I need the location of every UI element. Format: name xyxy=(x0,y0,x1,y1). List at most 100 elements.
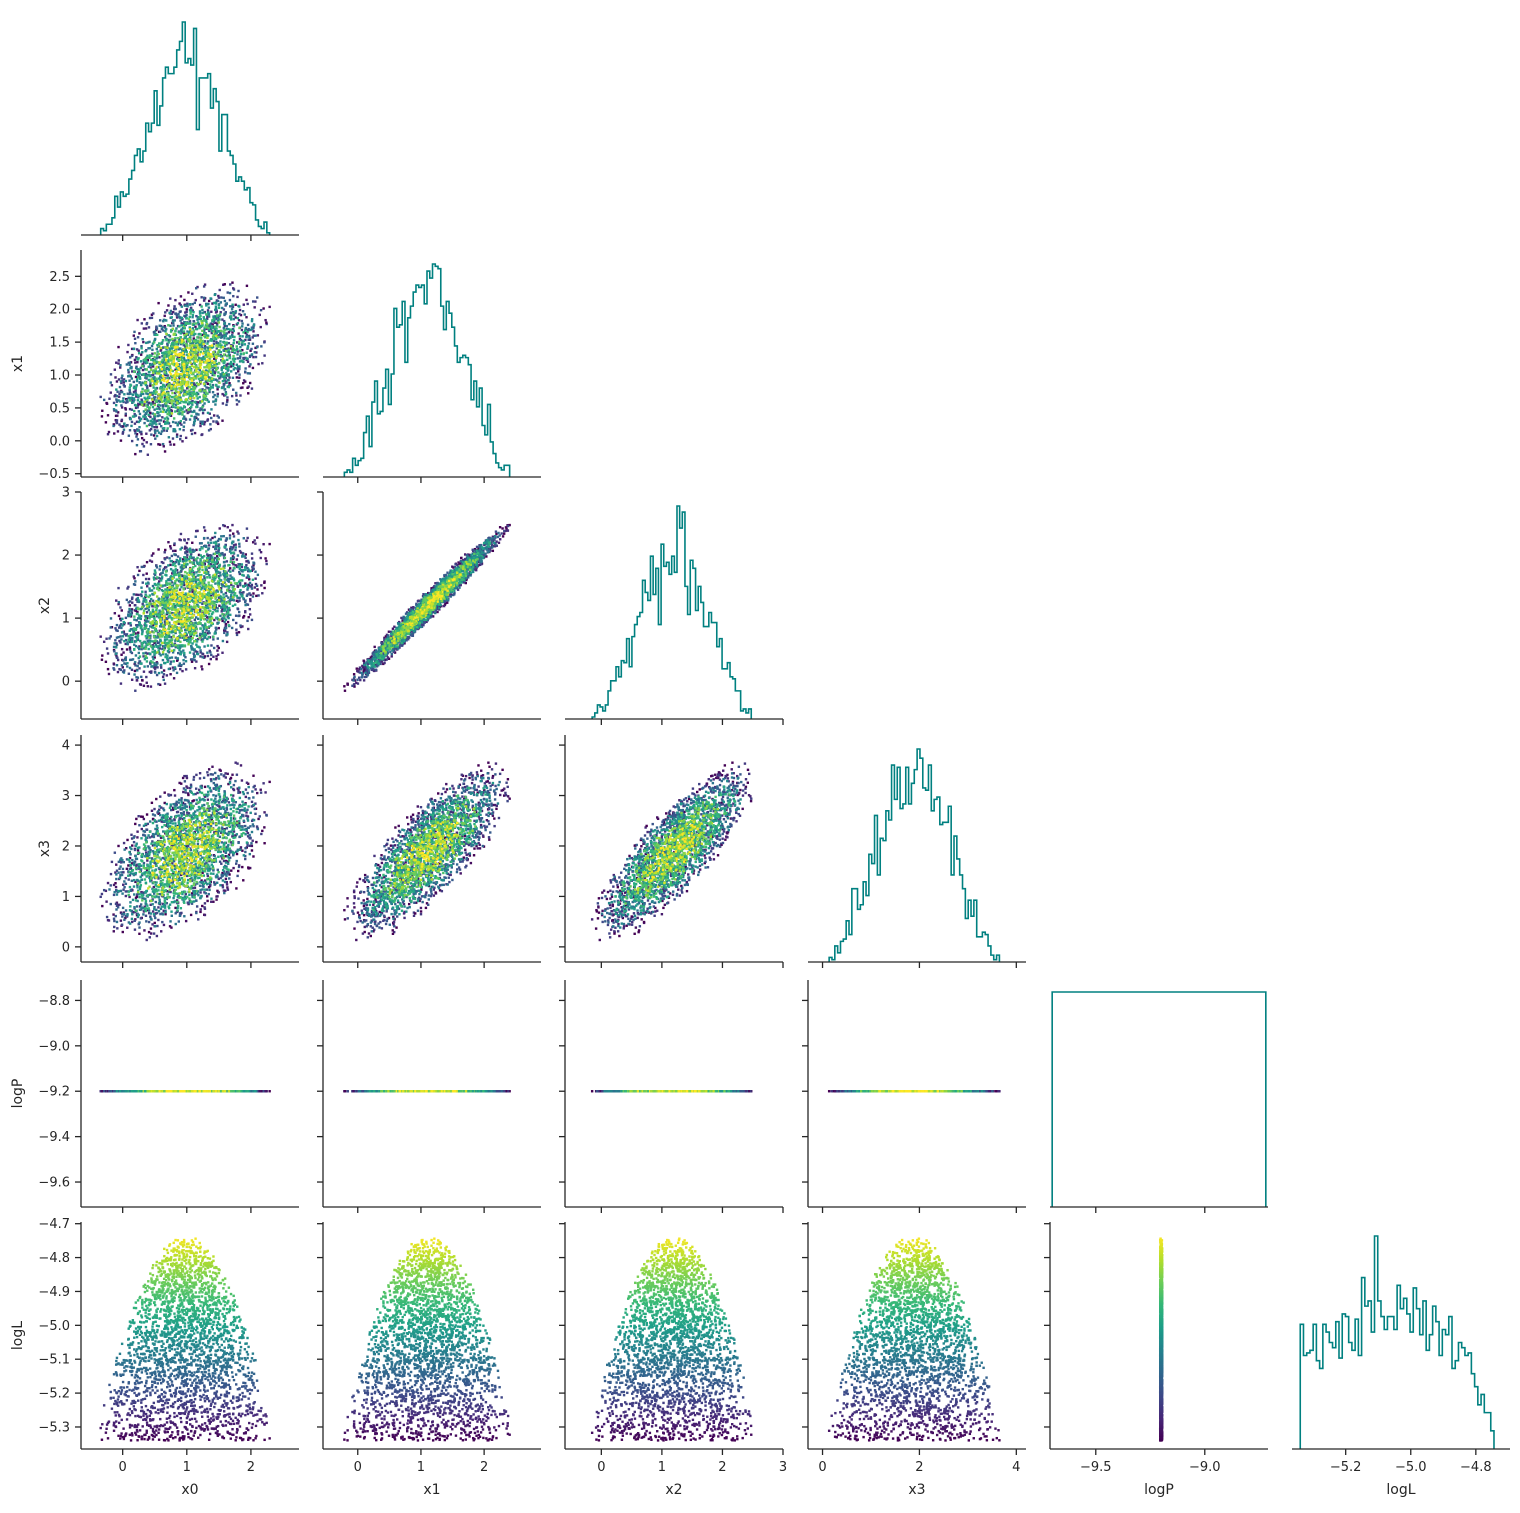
sample-point xyxy=(144,615,146,617)
sample-point xyxy=(135,629,137,631)
sample-point xyxy=(229,549,231,551)
sample-point xyxy=(197,340,199,342)
sample-point xyxy=(137,632,139,634)
sample-point xyxy=(122,397,124,399)
sample-point xyxy=(179,668,181,670)
sample-point xyxy=(222,581,224,583)
sample-point xyxy=(143,670,145,672)
sample-point xyxy=(184,546,186,548)
sample-point xyxy=(188,411,190,413)
sample-point xyxy=(191,365,193,367)
sample-point xyxy=(138,332,140,334)
sample-point xyxy=(101,410,103,412)
sample-point xyxy=(254,334,256,336)
sample-point xyxy=(199,361,201,363)
sample-point xyxy=(103,641,105,643)
sample-point xyxy=(204,655,206,657)
sample-point xyxy=(133,593,135,595)
sample-point xyxy=(143,612,145,614)
sample-point xyxy=(184,304,186,306)
sample-point xyxy=(141,591,143,593)
sample-point xyxy=(112,667,114,669)
sample-point xyxy=(211,319,213,321)
sample-point xyxy=(174,299,176,301)
sample-point xyxy=(243,574,245,576)
sample-point xyxy=(183,368,185,370)
sample-point xyxy=(151,554,153,556)
sample-point xyxy=(238,327,240,329)
sample-point xyxy=(111,384,113,386)
sample-point xyxy=(172,387,174,389)
sample-point xyxy=(129,399,131,401)
sample-point xyxy=(217,386,219,388)
sample-point xyxy=(247,335,249,337)
sample-point xyxy=(244,604,246,606)
sample-point xyxy=(247,628,249,630)
sample-point xyxy=(230,328,232,330)
sample-point xyxy=(210,417,212,419)
sample-point xyxy=(237,554,239,556)
sample-point xyxy=(180,423,182,425)
sample-point xyxy=(203,299,205,301)
sample-point xyxy=(248,578,250,580)
sample-point xyxy=(156,621,158,623)
sample-point xyxy=(193,576,195,578)
sample-point xyxy=(234,603,236,605)
sample-point xyxy=(168,668,170,670)
sample-point xyxy=(146,362,148,364)
sample-point xyxy=(166,388,168,390)
sample-point xyxy=(216,607,218,609)
sample-point xyxy=(115,362,117,364)
sample-point xyxy=(128,364,130,366)
sample-point xyxy=(177,645,179,647)
sample-point xyxy=(166,413,168,415)
sample-point xyxy=(194,655,196,657)
sample-point xyxy=(174,666,176,668)
sample-point xyxy=(180,653,182,655)
sample-point xyxy=(212,546,214,548)
sample-point xyxy=(116,414,118,416)
sample-point xyxy=(205,586,207,588)
sample-point xyxy=(238,543,240,545)
sample-point xyxy=(242,591,244,593)
sample-point xyxy=(227,379,229,381)
sample-point xyxy=(155,636,157,638)
sample-point xyxy=(181,670,183,672)
sample-point xyxy=(209,554,211,556)
sample-point xyxy=(251,353,253,355)
sample-point xyxy=(134,338,136,340)
sample-point xyxy=(209,297,211,299)
sample-point xyxy=(207,565,209,567)
sample-point xyxy=(190,307,192,309)
sample-point xyxy=(110,381,112,383)
sample-point xyxy=(174,372,176,374)
sample-point xyxy=(177,391,179,393)
sample-point xyxy=(243,615,245,617)
sample-point xyxy=(116,395,118,397)
sample-point xyxy=(123,640,125,642)
sample-point xyxy=(162,584,164,586)
sample-point xyxy=(243,352,245,354)
sample-point xyxy=(222,330,224,332)
panel-x1-x1 xyxy=(323,264,541,483)
sample-point xyxy=(178,563,180,565)
sample-point xyxy=(156,366,158,368)
sample-point xyxy=(158,568,160,570)
sample-point xyxy=(215,335,217,337)
sample-point xyxy=(230,546,232,548)
sample-point xyxy=(138,372,140,374)
sample-point xyxy=(214,553,216,555)
sample-point xyxy=(228,331,230,333)
sample-point xyxy=(141,404,143,406)
sample-point xyxy=(199,409,201,411)
sample-point xyxy=(221,318,223,320)
sample-point xyxy=(231,542,233,544)
sample-point xyxy=(162,375,164,377)
sample-point xyxy=(186,381,188,383)
sample-point xyxy=(152,585,154,587)
sample-point xyxy=(113,402,115,404)
sample-point xyxy=(129,667,131,669)
sample-point xyxy=(162,651,164,653)
sample-point xyxy=(130,634,132,636)
sample-point xyxy=(169,657,171,659)
